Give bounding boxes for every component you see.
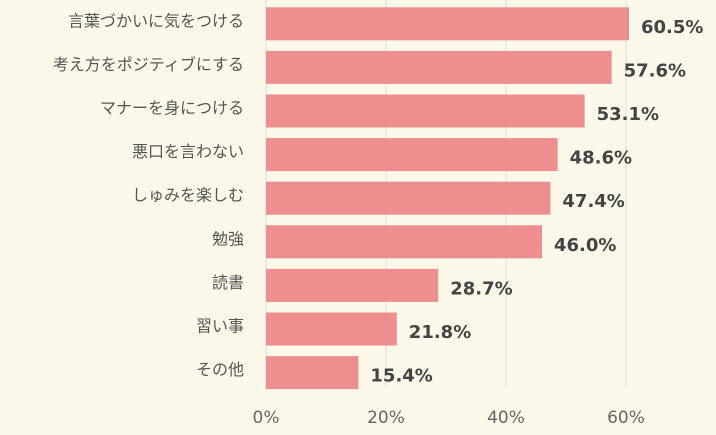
- value-label: 60.5%: [641, 17, 703, 38]
- bar: [266, 225, 542, 259]
- value-label: 47.4%: [562, 191, 624, 212]
- bar: [266, 268, 439, 302]
- value-label: 53.1%: [597, 104, 659, 125]
- bar: [266, 50, 612, 84]
- bar: [266, 94, 585, 128]
- category-label: 読書: [212, 273, 244, 292]
- category-label: 考え方をポジティブにする: [53, 55, 244, 74]
- bar: [266, 138, 558, 172]
- bar: [266, 7, 629, 41]
- bar: [266, 312, 397, 346]
- category-label: その他: [196, 360, 244, 379]
- x-tick-label: 60%: [607, 408, 645, 428]
- category-label: 悪口を言わない: [132, 142, 244, 161]
- value-label: 46.0%: [554, 235, 616, 256]
- category-label: マナーを身につける: [100, 99, 244, 118]
- value-label: 21.8%: [409, 322, 471, 343]
- x-tick-label: 20%: [367, 408, 405, 428]
- value-label: 57.6%: [624, 60, 686, 81]
- bar: [266, 181, 551, 215]
- value-label: 28.7%: [450, 278, 512, 299]
- value-label: 48.6%: [570, 148, 632, 169]
- x-tick-label: 0%: [253, 408, 280, 428]
- category-label: 言葉づかいに気をつける: [68, 11, 244, 30]
- category-label: 習い事: [196, 317, 244, 336]
- category-label: 勉強: [212, 229, 244, 248]
- bar: [266, 356, 359, 390]
- x-tick-label: 40%: [487, 408, 525, 428]
- value-label: 15.4%: [370, 366, 432, 387]
- category-label: しゅみを楽しむ: [132, 186, 244, 205]
